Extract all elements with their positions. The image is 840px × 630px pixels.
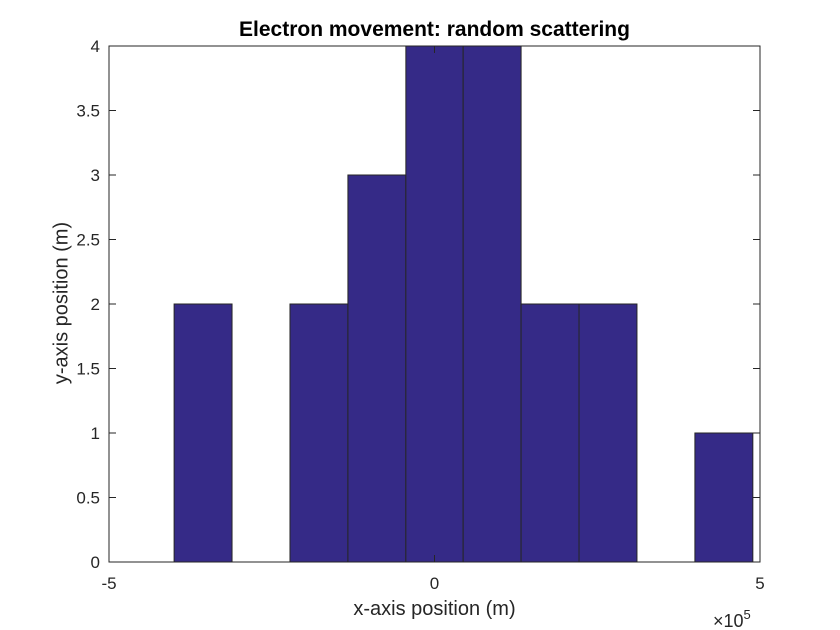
y-tick-label: 3 [91,166,100,185]
x-tick-label: 5 [755,574,764,593]
histogram-bar-1 [173,303,233,563]
y-ticks-layer: 0 0.5 1 1.5 2 2.5 3 3.5 4 [76,37,760,572]
plot-area-border [108,45,761,563]
histogram-bar-8 [578,303,638,563]
x-tick-label: -5 [101,574,116,593]
y-axis-label: y-axis position (m) [50,221,73,385]
y-tick-label: 2.5 [76,231,100,250]
x-axis-exponent-power: 5 [743,607,751,622]
y-tick-label: 4 [91,37,100,56]
x-axis-exponent-base: ×10 [713,611,744,630]
y-tick-label: 0 [91,553,100,572]
bars-layer [173,45,754,563]
x-tick-label: 0 [430,574,439,593]
histogram-bar-10 [694,432,754,563]
histogram-bar-4 [347,174,407,563]
y-tick-label: 2 [91,295,100,314]
histogram-bar-5 [405,45,464,563]
x-axis-exponent: ×105 [713,607,751,630]
y-tick-label: 3.5 [76,102,100,121]
y-tick-label: 1.5 [76,360,100,379]
histogram-bar-3 [289,303,349,563]
chart-title: Electron movement: random scattering [239,18,630,41]
x-axis-label: x-axis position (m) [353,598,516,620]
histogram-bar-7 [520,303,580,563]
y-tick-label: 1 [91,424,100,443]
y-tick-label: 0.5 [76,489,100,508]
histogram-bar-6 [462,45,522,563]
